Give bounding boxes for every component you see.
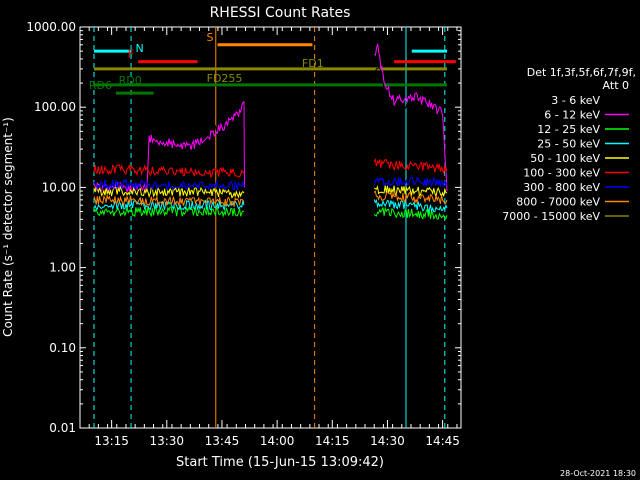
y-tick-label: 1000.00 [26, 20, 76, 34]
timestamp: 28-Oct-2021 18:30 [560, 469, 636, 478]
legend: Det 1f,3f,5f,6f,7f,9f, Att 0 3 - 6 keV 6 … [502, 66, 636, 223]
y-axis-label: Count Rate (s⁻¹ detector segment⁻¹) [1, 117, 15, 337]
legend-label: 50 - 100 keV [530, 152, 600, 165]
x-tick-label: 14:30 [370, 434, 405, 448]
chart-title: RHESSI Count Rates [210, 5, 351, 21]
series-line [374, 43, 448, 192]
axis-ticks: 1000.00 100.00 10.00 1.00 0.10 0.01 13:15 13:30… [26, 20, 461, 448]
flag-label: FD255 [207, 72, 243, 85]
series-line [93, 185, 245, 199]
series-line [373, 157, 448, 175]
series-line [373, 66, 448, 203]
flag-label: FD1 [302, 57, 324, 70]
series-line [93, 163, 245, 179]
series-line [93, 100, 245, 194]
legend-label: 12 - 25 keV [537, 123, 600, 136]
series-line [373, 175, 448, 188]
series-line [93, 177, 245, 192]
y-tick-label: 1.00 [49, 261, 76, 275]
legend-label: 7000 - 15000 keV [502, 210, 600, 223]
series-line [373, 206, 448, 221]
legend-label: 3 - 6 keV [551, 94, 600, 107]
x-tick-label: 14:00 [260, 434, 295, 448]
legend-label: 100 - 300 keV [523, 167, 600, 180]
y-tick-label: 0.10 [49, 341, 76, 355]
flag-label: RD6 [89, 79, 112, 92]
legend-header-line1: Det 1f,3f,5f,6f,7f,9f, [527, 66, 636, 79]
series-line [93, 194, 245, 208]
vertical-markers [93, 27, 446, 428]
x-tick-label: 13:45 [205, 434, 240, 448]
y-tick-label: 100.00 [34, 100, 76, 114]
flag-label: N [135, 42, 143, 55]
series-lines [93, 43, 448, 221]
y-tick-label: 10.00 [42, 180, 76, 194]
legend-label: 800 - 7000 keV [516, 196, 600, 209]
x-tick-label: 14:45 [425, 434, 460, 448]
x-axis-label: Start Time (15-Jun-15 13:09:42) [176, 455, 384, 470]
x-tick-label: 13:15 [94, 434, 129, 448]
series-line [373, 190, 448, 205]
series-line [93, 198, 245, 212]
legend-label: 25 - 50 keV [537, 138, 600, 151]
series-line [93, 205, 245, 218]
status-flags: NF S FD1 FD255 RD0 RD6 [89, 31, 456, 95]
flag-label: RD0 [119, 74, 142, 87]
x-tick-label: 13:30 [149, 434, 184, 448]
y-tick-label: 0.01 [49, 421, 76, 435]
legend-label: 6 - 12 keV [544, 109, 600, 122]
flag-label: F [128, 48, 134, 61]
plot-frame [79, 26, 462, 429]
series-line [373, 198, 448, 213]
x-tick-label: 14:15 [315, 434, 350, 448]
legend-label: 300 - 800 keV [523, 181, 600, 194]
flag-label: S [207, 31, 214, 44]
legend-header-line2: Att 0 [603, 79, 629, 92]
